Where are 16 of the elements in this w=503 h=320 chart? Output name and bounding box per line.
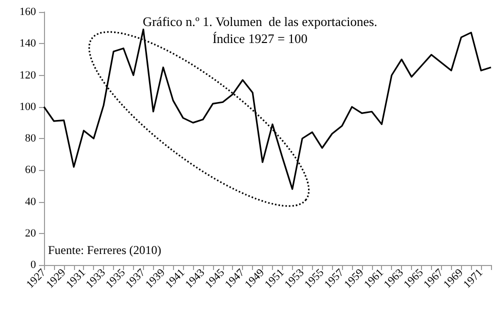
y-tick-label: 40 [25, 196, 36, 208]
annotation: Fuente: Ferreres (2010) [48, 243, 162, 257]
y-tick-label: 60 [25, 164, 36, 176]
x-tick-label: 1931 [64, 266, 88, 291]
x-tick-label: 1941 [163, 266, 188, 291]
y-tick-label: 120 [20, 69, 36, 82]
line-series [43, 28, 492, 190]
y-tick-label: 100 [20, 100, 36, 113]
y-tick-label: 0 [30, 259, 36, 271]
text: Gráfico n.º 1. Volumen de las exportaciones. Índice 1927 = 100 [142, 14, 378, 46]
y-tick-label: 160 [20, 6, 36, 18]
x-tick-label: 1971 [461, 266, 486, 291]
y-tick-label: 140 [20, 38, 36, 50]
y-tick-label: 20 [25, 227, 36, 240]
x-tick-label: 1961 [362, 266, 386, 291]
y-tick-label: 80 [25, 132, 36, 144]
